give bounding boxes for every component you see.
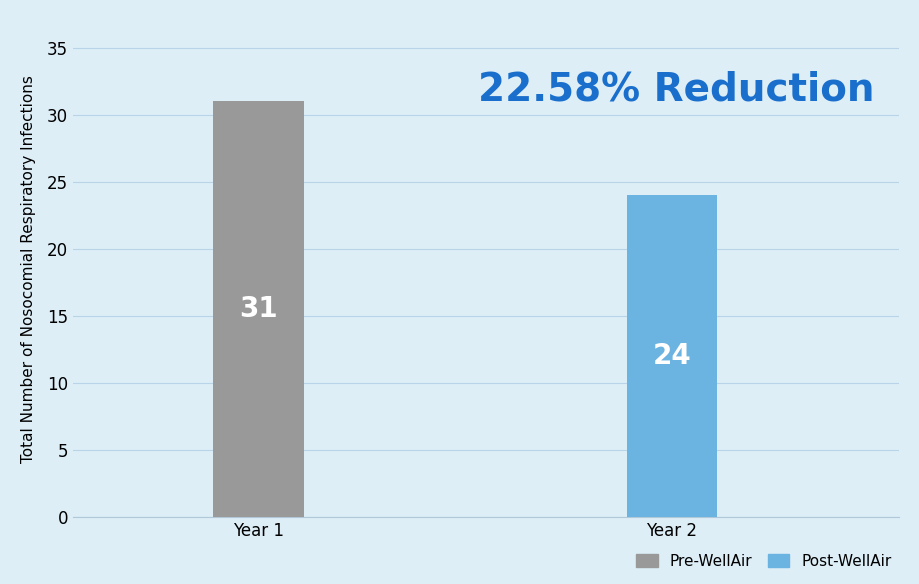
Bar	[213, 101, 304, 517]
Text: 24: 24	[652, 342, 690, 370]
Bar	[626, 195, 717, 517]
Y-axis label: Total Number of Nosocomial Respiratory Infections: Total Number of Nosocomial Respiratory I…	[21, 75, 36, 463]
Text: 31: 31	[239, 295, 278, 323]
Text: 22.58% Reduction: 22.58% Reduction	[477, 71, 873, 109]
Legend: Pre-WellAir, Post-WellAir: Pre-WellAir, Post-WellAir	[635, 554, 891, 569]
